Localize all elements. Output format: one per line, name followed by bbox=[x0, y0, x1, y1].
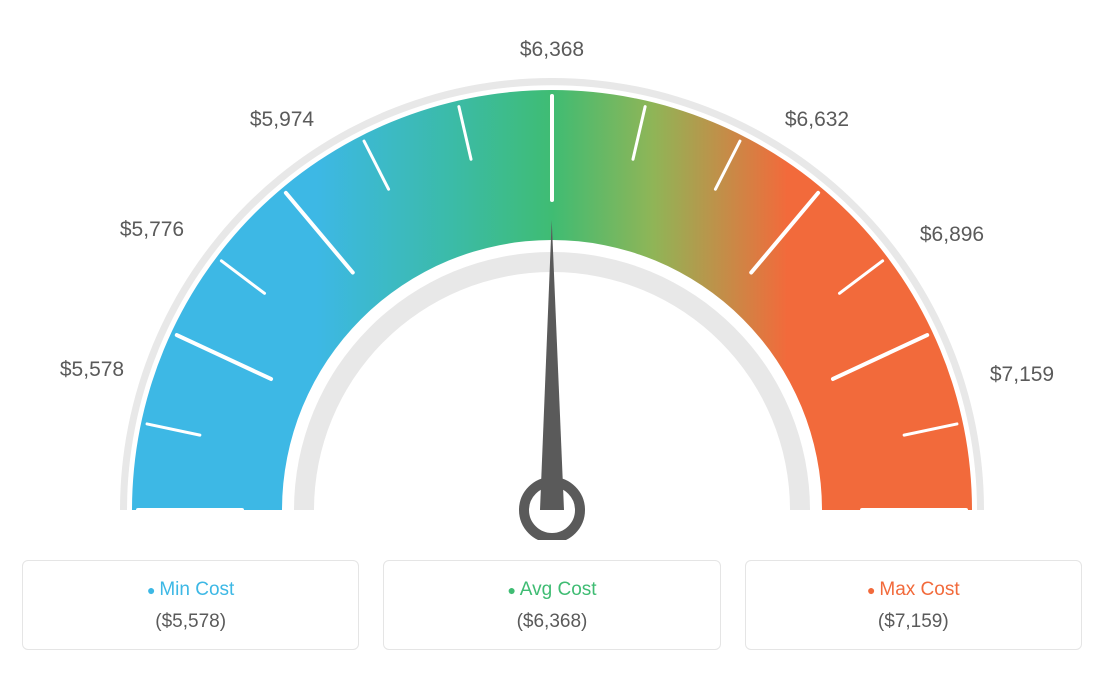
legend-min-value: ($5,578) bbox=[23, 611, 358, 633]
legend-min-card: Min Cost ($5,578) bbox=[22, 560, 359, 650]
legend-max-title: Max Cost bbox=[746, 579, 1081, 601]
gauge-svg bbox=[22, 20, 1082, 540]
legend-min-title: Min Cost bbox=[23, 579, 358, 601]
legend-max-card: Max Cost ($7,159) bbox=[745, 560, 1082, 650]
cost-gauge: $5,578 $5,776 $5,974 $6,368 $6,632 $6,896 $7,1… bbox=[22, 20, 1082, 540]
gauge-tick-label: $6,896 bbox=[920, 223, 984, 247]
gauge-tick-label: $6,368 bbox=[520, 38, 584, 62]
gauge-tick-label: $7,159 bbox=[990, 363, 1054, 387]
legend-max-value: ($7,159) bbox=[746, 611, 1081, 633]
legend-avg-card: Avg Cost ($6,368) bbox=[383, 560, 720, 650]
gauge-tick-label: $5,776 bbox=[120, 218, 184, 242]
gauge-tick-label: $5,578 bbox=[60, 358, 124, 382]
gauge-tick-label: $5,974 bbox=[250, 108, 314, 132]
legend-avg-value: ($6,368) bbox=[384, 611, 719, 633]
gauge-tick-label: $6,632 bbox=[785, 108, 849, 132]
legend-avg-title: Avg Cost bbox=[384, 579, 719, 601]
legend-row: Min Cost ($5,578) Avg Cost ($6,368) Max … bbox=[22, 560, 1082, 650]
